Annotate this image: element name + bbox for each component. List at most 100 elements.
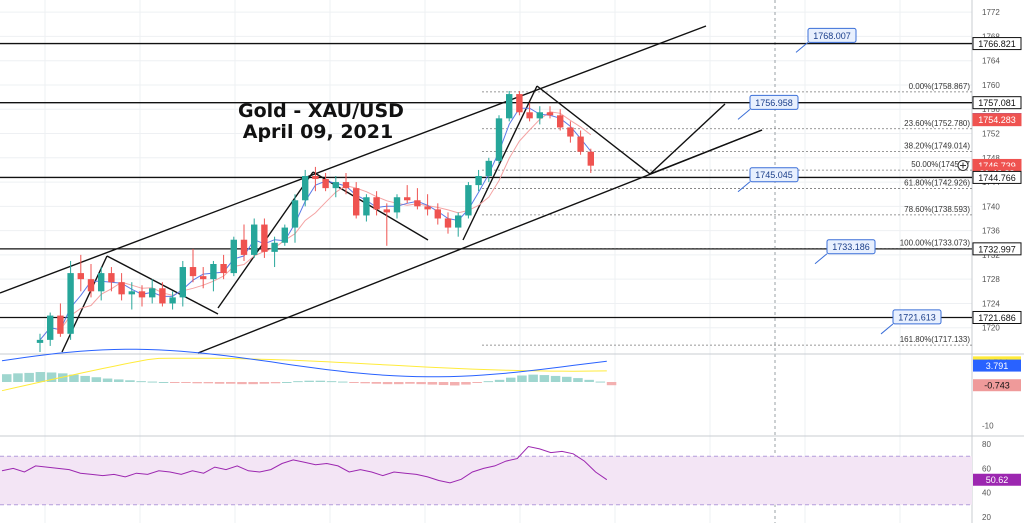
candle-bearish xyxy=(159,288,166,304)
fibonacci-label: 50.00%(1745.97 xyxy=(911,160,970,169)
candle-bearish xyxy=(261,224,268,252)
macd-histogram-bar xyxy=(550,375,561,382)
macd-histogram-bar xyxy=(136,381,146,383)
price-tag-text: 1721.686 xyxy=(978,313,1016,323)
macd-histogram-bar xyxy=(506,377,516,382)
candle-bearish xyxy=(434,209,441,219)
trend-line xyxy=(462,85,538,241)
candle-bearish xyxy=(322,179,329,189)
fibonacci-label: 161.80%(1717.133) xyxy=(900,335,971,344)
macd-histogram-bar xyxy=(539,375,550,382)
price-tick-label: 1740 xyxy=(982,202,1000,211)
macd-histogram-bar xyxy=(24,372,34,382)
rsi-line xyxy=(1,445,608,484)
macd-tag xyxy=(973,359,1021,372)
crosshair-plus-icon xyxy=(957,159,969,171)
macd-histogram-bar xyxy=(125,380,135,382)
macd-histogram-bar xyxy=(438,382,449,386)
candle-bullish xyxy=(485,160,492,176)
price-tick-label: 1760 xyxy=(982,81,1000,90)
candle-bullish xyxy=(465,185,472,216)
macd-histogram-bar xyxy=(248,382,258,385)
candle-bearish xyxy=(587,151,594,166)
level-callout-text: 1721.613 xyxy=(898,312,936,322)
macd-histogram-bar xyxy=(349,382,359,383)
candle-bullish xyxy=(47,315,54,340)
macd-histogram-bar xyxy=(394,382,404,385)
price-tag-text: 1732.997 xyxy=(978,244,1016,254)
macd-histogram-bar xyxy=(595,381,606,383)
candle-bearish xyxy=(189,267,197,277)
macd-histogram-bar xyxy=(270,382,281,384)
price-tick-label: 1720 xyxy=(982,324,1000,333)
macd-histogram-bar xyxy=(461,382,471,385)
candle-bullish xyxy=(271,242,278,252)
price-tick-label: 1736 xyxy=(982,227,1000,236)
trend-line xyxy=(536,85,651,175)
price-tag xyxy=(972,96,1022,110)
macd-histogram-bar xyxy=(304,380,314,382)
macd-histogram-bar xyxy=(371,382,382,384)
candle-bearish xyxy=(516,94,523,113)
candle-bearish xyxy=(118,282,125,295)
chart-title-line-2: April 09, 2021 xyxy=(242,121,394,143)
level-callout-text: 1745.045 xyxy=(755,170,793,180)
rsi-tag-text: 50.62 xyxy=(986,475,1009,485)
candle-bearish xyxy=(546,112,554,116)
candle-bearish xyxy=(240,239,248,255)
fibonacci-label: 38.20%(1749.014) xyxy=(904,142,970,151)
macd-histogram-bar xyxy=(13,373,23,382)
rsi-tick-label: 60 xyxy=(982,464,991,473)
candle-bearish xyxy=(57,315,64,334)
candle-bullish xyxy=(230,239,237,274)
macd-histogram-bar xyxy=(483,381,494,383)
level-callout-box xyxy=(826,239,876,255)
macd-histogram-bar xyxy=(517,375,527,382)
macd-histogram-bar xyxy=(562,376,572,382)
price-tick-label: 1772 xyxy=(982,8,1000,17)
candle-bearish xyxy=(567,127,574,137)
macd-histogram-bar xyxy=(360,382,370,384)
macd-histogram-bar xyxy=(315,380,326,382)
candle-bearish xyxy=(557,115,564,128)
macd-histogram-bar xyxy=(282,382,292,383)
rsi-band xyxy=(0,456,972,505)
rsi-tick-label: 40 xyxy=(982,489,991,498)
macd-signal-line xyxy=(1,357,607,392)
price-tag xyxy=(972,37,1022,51)
macd-histogram-bar xyxy=(338,381,348,383)
chart-title-line-1: Gold - XAU/USD xyxy=(238,100,404,122)
macd-histogram-bar xyxy=(237,382,247,385)
candle-bearish xyxy=(87,279,95,292)
price-tick-label: 1768 xyxy=(982,32,1000,41)
level-callout-box xyxy=(749,94,799,110)
rsi-tick-label: 20 xyxy=(982,513,991,522)
fibonacci-label: 23.60%(1752.780) xyxy=(904,119,970,128)
macd-histogram-bar xyxy=(114,379,124,382)
macd-histogram-bar xyxy=(494,379,505,382)
candle-bearish xyxy=(138,291,146,298)
macd-histogram-bar xyxy=(91,377,102,382)
macd-histogram-bar xyxy=(405,382,415,384)
macd-histogram-bar xyxy=(573,378,583,382)
macd-histogram-bar xyxy=(382,382,393,385)
macd-histogram-bar xyxy=(80,375,90,382)
fibonacci-label: 0.00%(1758.867) xyxy=(909,82,971,91)
macd-histogram-bar xyxy=(326,381,337,383)
macd-line xyxy=(1,348,607,378)
candle-bullish xyxy=(495,118,503,161)
candle-bullish xyxy=(169,297,176,304)
price-tick-label: 1752 xyxy=(982,130,1000,139)
callout-pointer xyxy=(737,109,751,120)
trend-line xyxy=(649,129,763,175)
candle-bullish xyxy=(179,267,186,298)
macd-histogram-bar xyxy=(58,373,68,382)
rsi-tick-label: 80 xyxy=(982,440,991,449)
macd-histogram-bar xyxy=(450,382,460,386)
level-callout-text: 1768.007 xyxy=(813,31,851,41)
callout-pointer xyxy=(737,181,751,193)
fibonacci-label: 100.00%(1733.073) xyxy=(900,238,971,247)
macd-histogram-bar xyxy=(584,379,594,382)
macd-histogram-bar xyxy=(170,382,180,383)
